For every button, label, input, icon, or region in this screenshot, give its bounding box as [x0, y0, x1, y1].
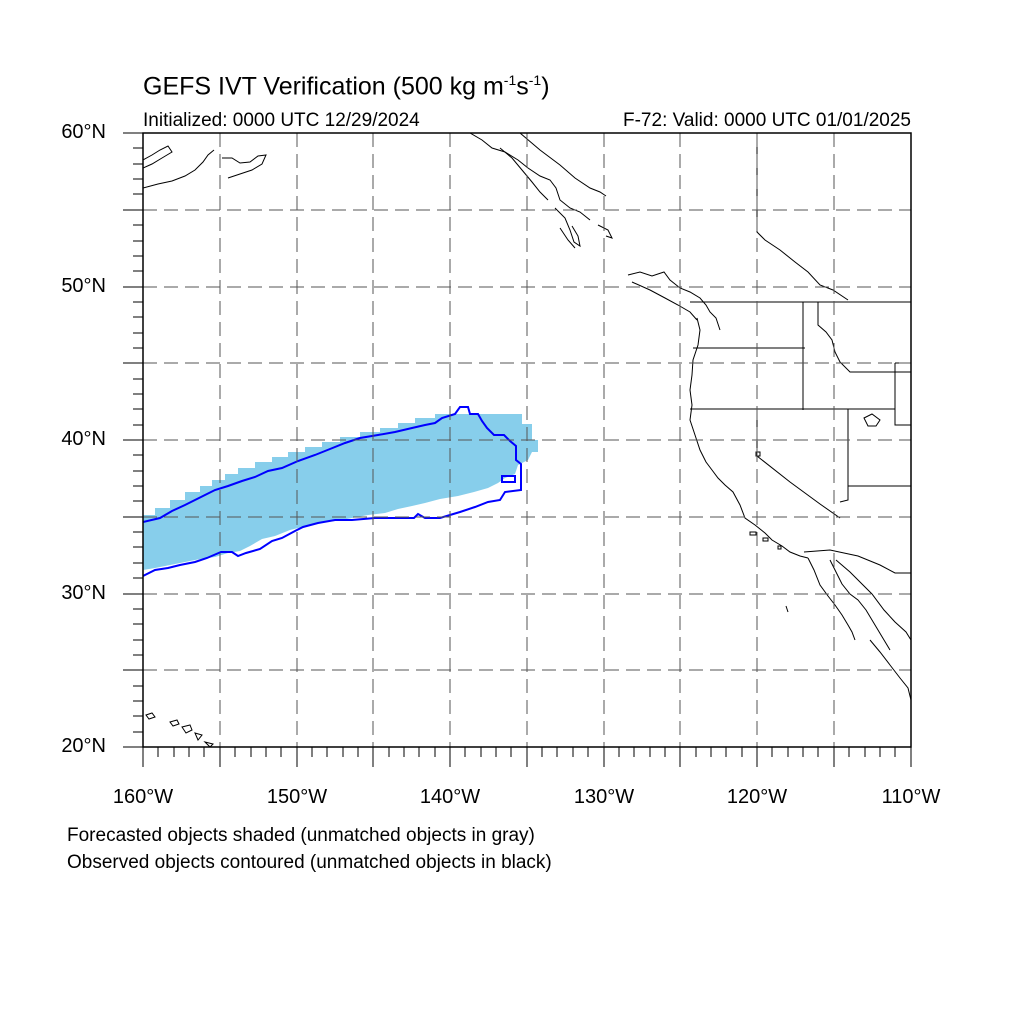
valid-time: F-72: Valid: 0000 UTC 01/01/2025	[623, 110, 911, 131]
observed-note: Observed objects contoured (unmatched ob…	[67, 852, 552, 873]
lon-label-120w: 120°W	[726, 786, 788, 808]
lon-label-130w: 130°W	[573, 786, 635, 808]
lon-tick-marks	[142, 747, 912, 767]
lat-label-60n: 60°N	[61, 121, 106, 143]
lat-lon-grid	[143, 133, 911, 747]
initialized-time: Initialized: 0000 UTC 12/29/2024	[143, 110, 420, 131]
coastlines	[143, 133, 911, 747]
political-borders	[690, 133, 911, 574]
forecast-object	[143, 414, 538, 570]
lon-label-140w: 140°W	[419, 786, 481, 808]
lat-label-50n: 50°N	[61, 275, 106, 297]
lon-label-150w: 150°W	[266, 786, 328, 808]
forecast-note: Forecasted objects shaded (unmatched obj…	[67, 825, 535, 846]
lat-label-30n: 30°N	[61, 582, 106, 604]
lon-label-160w: 160°W	[112, 786, 174, 808]
lat-label-20n: 20°N	[61, 735, 106, 757]
observed-object	[143, 406, 522, 577]
lat-label-40n: 40°N	[61, 428, 106, 450]
lat-tick-marks	[123, 132, 143, 748]
map-title: GEFS IVT Verification (500 kg m-1s-1)	[143, 72, 550, 101]
lon-label-110w: 110°W	[881, 786, 941, 808]
